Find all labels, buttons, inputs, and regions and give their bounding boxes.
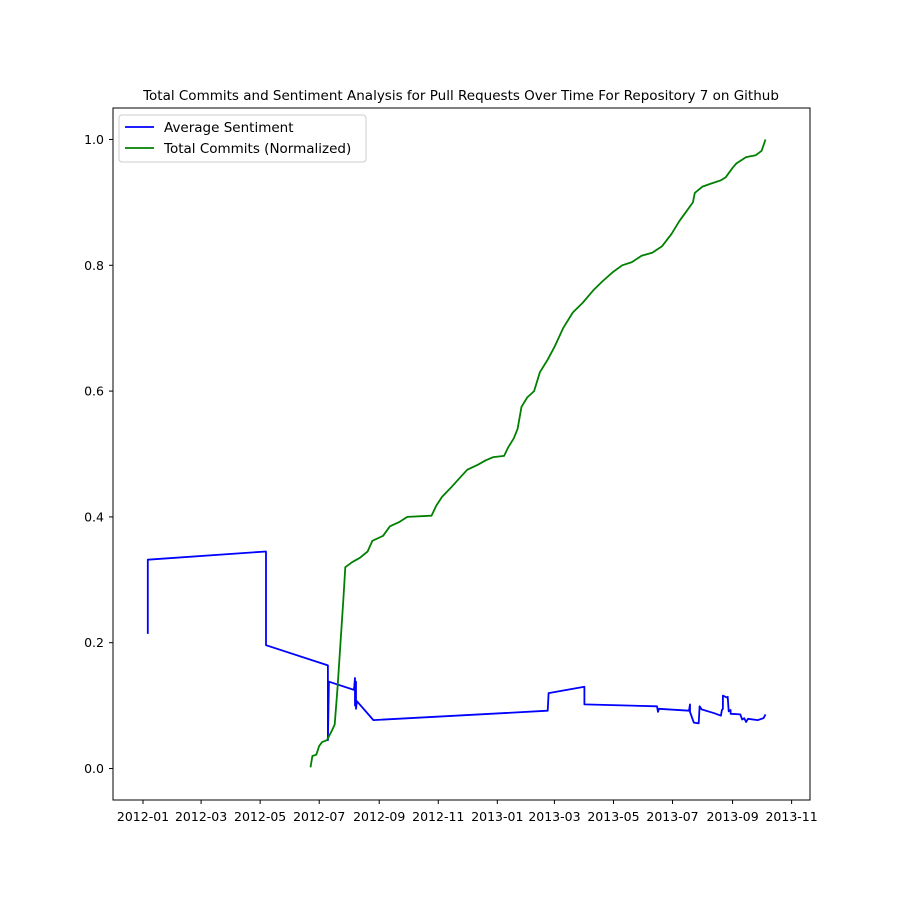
chart-title: Total Commits and Sentiment Analysis for…: [142, 88, 779, 104]
x-tick-label: 2012-09: [353, 809, 405, 824]
y-axis: 0.0 0.2 0.4 0.6 0.8 1.0: [84, 132, 113, 776]
x-tick-label: 2012-11: [412, 809, 464, 824]
legend-label-commits: Total Commits (Normalized): [163, 141, 351, 157]
y-tick-label: 0.0: [84, 761, 104, 776]
x-tick-label: 2013-09: [706, 809, 758, 824]
x-tick-label: 2012-05: [234, 809, 286, 824]
y-tick-label: 1.0: [84, 132, 104, 147]
y-tick-label: 0.4: [84, 509, 104, 524]
legend-box: [118, 114, 367, 163]
x-tick-label: 2012-01: [117, 809, 169, 824]
y-tick-label: 0.6: [84, 384, 104, 399]
x-tick-label: 2012-07: [293, 809, 345, 824]
y-tick-label: 0.2: [84, 635, 104, 650]
x-tick-label: 2012-03: [175, 809, 227, 824]
plot-area: [146, 139, 767, 768]
x-tick-label: 2013-11: [765, 809, 817, 824]
plot-frame: [112, 107, 811, 801]
x-axis: 2012-01 2012-03 2012-05 2012-07 2012-09 2012-…: [117, 800, 818, 824]
legend-label-sentiment: Average Sentiment: [164, 120, 294, 136]
x-tick-label: 2013-05: [587, 809, 639, 824]
series-line-total-commits: [309, 139, 767, 768]
x-tick-label: 2013-01: [471, 809, 523, 824]
series-line-average-sentiment: [146, 550, 767, 742]
y-tick-label: 0.8: [84, 258, 104, 273]
x-tick-label: 2013-03: [528, 809, 580, 824]
legend: Average Sentiment Total Commits (Normali…: [118, 114, 367, 163]
x-tick-label: 2013-07: [646, 809, 698, 824]
